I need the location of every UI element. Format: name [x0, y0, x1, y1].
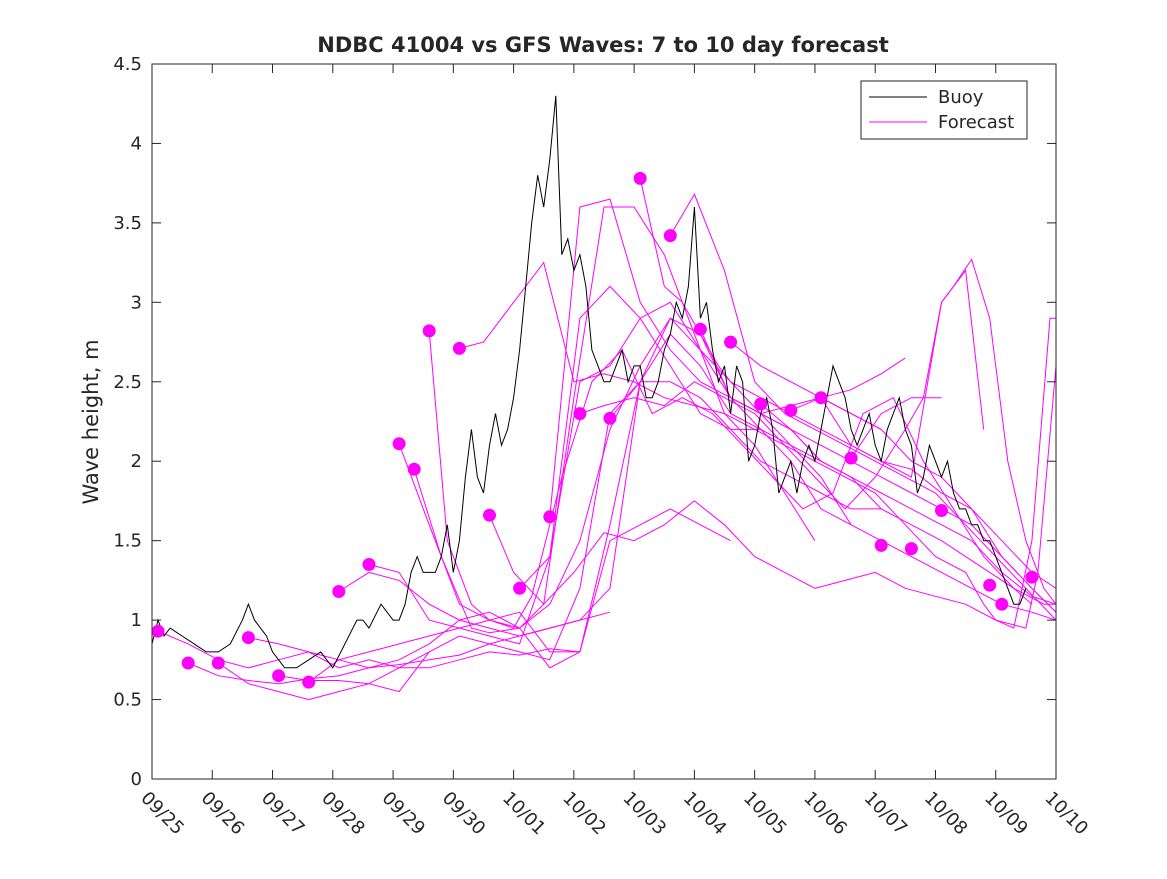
- buoy-line: [152, 95, 1027, 669]
- plot-area: [151, 64, 1056, 779]
- forecast-start-marker: [483, 508, 496, 522]
- forecast-start-marker: [302, 675, 316, 689]
- forecast-start-marker: [603, 411, 617, 425]
- forecast-lines: [157, 178, 1056, 701]
- forecast-start-marker: [663, 229, 677, 243]
- y-tick-label: 4.5: [113, 54, 142, 75]
- forecast-line-10: [413, 206, 816, 634]
- forecast-start-marker: [407, 462, 421, 476]
- forecast-start-markers: [151, 171, 1039, 689]
- y-tick-label: 2: [131, 451, 142, 472]
- forecast-start-marker: [543, 510, 557, 524]
- axes-background: [152, 64, 1056, 779]
- legend-box: [860, 80, 1028, 140]
- y-tick-label: 1.5: [113, 531, 142, 552]
- y-tick-label: 0.5: [113, 690, 142, 711]
- forecast-line-6: [308, 508, 731, 683]
- axes-box: [151, 63, 1057, 780]
- legend-buoy-label: Buoy: [938, 87, 984, 108]
- forecast-start-marker: [211, 656, 225, 670]
- forecast-start-marker: [392, 437, 406, 451]
- forecast-start-marker: [1025, 570, 1039, 584]
- forecast-start-marker: [513, 581, 527, 595]
- forecast-start-marker: [995, 597, 1009, 611]
- forecast-start-marker: [935, 504, 948, 517]
- y-axis-ticks: 0 0.5 1 1.5 2 2.5 3 3.5 4 4.5: [113, 54, 1056, 790]
- forecast-line-12: [459, 261, 1056, 629]
- forecast-start-marker: [362, 558, 376, 571]
- axes-frame: [151, 63, 1057, 780]
- forecast-start-marker: [844, 451, 858, 465]
- y-tick-label: 4: [131, 133, 142, 154]
- y-axis-label: Wave height, m: [79, 339, 103, 504]
- forecast-line-21: [730, 341, 1056, 589]
- forecast-start-marker: [332, 585, 346, 598]
- forecast-start-marker: [151, 624, 165, 638]
- forecast-start-marker: [784, 403, 798, 417]
- forecast-start-marker: [724, 335, 738, 349]
- y-tick-label: 0: [131, 769, 142, 790]
- forecast-start-marker: [573, 407, 587, 421]
- forecast-start-marker: [181, 656, 195, 670]
- forecast-start-marker: [874, 538, 888, 552]
- forecast-line-19: [669, 193, 1056, 621]
- y-tick-label: 3: [131, 292, 142, 313]
- forecast-start-marker: [633, 171, 647, 185]
- forecast-line-17: [609, 381, 1033, 605]
- forecast-start-marker: [422, 324, 436, 338]
- forecast-start-marker: [272, 669, 286, 683]
- forecast-start-marker: [241, 631, 255, 645]
- forecast-line-24: [820, 357, 906, 399]
- forecast-line-23: [790, 397, 1056, 613]
- forecast-start-marker: [814, 391, 828, 405]
- forecast-start-marker: [693, 322, 707, 336]
- forecast-line-1: [157, 630, 580, 669]
- forecast-start-marker: [754, 397, 768, 411]
- y-tick-label: 2.5: [113, 372, 142, 393]
- forecast-line-8: [368, 301, 852, 645]
- forecast-line-4: [248, 333, 761, 669]
- forecast-start-marker: [452, 341, 466, 355]
- y-tick-label: 3.5: [113, 213, 142, 234]
- forecast-start-marker: [904, 542, 918, 556]
- y-tick-label: 1: [131, 610, 142, 631]
- forecast-start-marker: [983, 578, 997, 592]
- forecast-line-16: [579, 269, 985, 510]
- legend: Buoy Forecast: [860, 80, 1028, 140]
- legend-forecast-label: Forecast: [938, 112, 1014, 133]
- forecast-line-13: [489, 365, 1056, 629]
- chart-title: NDBC 41004 vs GFS Waves: 7 to 10 day for…: [317, 33, 888, 57]
- buoy-line-group: [152, 95, 1027, 669]
